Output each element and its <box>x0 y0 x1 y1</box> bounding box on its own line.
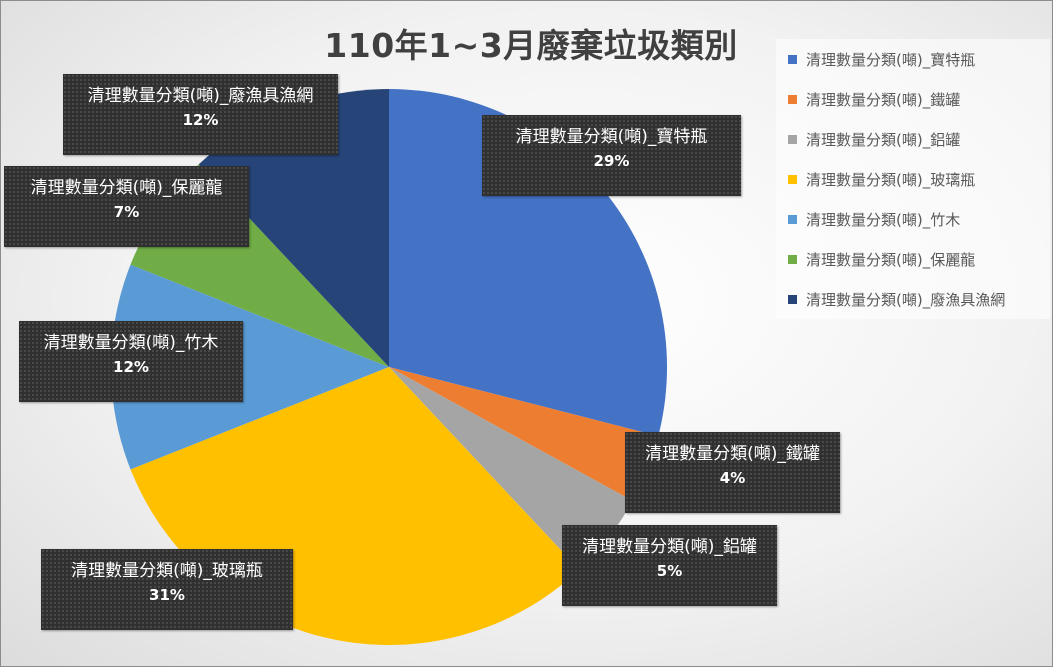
legend-item-1: 清理數量分類(噸)_鐵罐 <box>788 87 960 111</box>
data-label-name-3: 清理數量分類(噸)_玻璃瓶 <box>71 561 263 581</box>
chart-title: 110年1~3月廢棄垃圾類別 <box>324 26 738 65</box>
data-label-value-0: 29% <box>593 152 630 170</box>
data-label-value-3: 31% <box>149 586 185 604</box>
legend-label-1: 清理數量分類(噸)_鐵罐 <box>806 90 961 109</box>
data-label-4: 清理數量分類(噸)_竹木 12% <box>19 321 243 402</box>
data-label-5: 清理數量分類(噸)_保麗龍 7% <box>4 166 249 247</box>
data-label-name-0: 清理數量分類(噸)_寶特瓶 <box>515 127 708 147</box>
pie-slice-2 <box>389 367 633 570</box>
legend-item-4: 清理數量分類(噸)_竹木 <box>788 207 960 231</box>
legend-swatch-3 <box>788 174 797 184</box>
data-label-1: 清理數量分類(噸)_鐵罐 4% <box>625 432 840 513</box>
data-label-value-4: 12% <box>113 358 149 376</box>
legend-item-2: 清理數量分類(噸)_鋁罐 <box>788 127 960 151</box>
legend-swatch-1 <box>788 94 797 104</box>
legend-label-6: 清理數量分類(噸)_廢漁具漁網 <box>806 290 1006 309</box>
data-label-value-1: 4% <box>719 469 746 487</box>
data-label-0: 清理數量分類(噸)_寶特瓶 29% <box>482 115 741 196</box>
data-label-value-2: 5% <box>656 562 683 580</box>
data-label-3: 清理數量分類(噸)_玻璃瓶 31% <box>41 549 293 630</box>
legend-item-6: 清理數量分類(噸)_廢漁具漁網 <box>788 287 1005 311</box>
legend-label-2: 清理數量分類(噸)_鋁罐 <box>806 130 961 149</box>
data-label-value-5: 7% <box>113 203 140 221</box>
data-label-6: 清理數量分類(噸)_廢漁具漁網 12% <box>63 74 338 155</box>
legend-swatch-6 <box>788 294 797 304</box>
legend-swatch-2 <box>788 134 797 144</box>
legend-swatch-4 <box>788 214 797 224</box>
legend-label-3: 清理數量分類(噸)_玻璃瓶 <box>806 170 976 189</box>
legend-label-0: 清理數量分類(噸)_寶特瓶 <box>806 50 976 69</box>
legend-label-5: 清理數量分類(噸)_保麗龍 <box>806 250 976 269</box>
pie-slice-4 <box>110 264 390 470</box>
pie-slice-6 <box>198 89 389 367</box>
chart-legend: 清理數量分類(噸)_寶特瓶 清理數量分類(噸)_鐵罐 清理數量分類(噸)_鋁罐 … <box>776 39 1050 319</box>
legend-item-3: 清理數量分類(噸)_玻璃瓶 <box>788 167 975 191</box>
data-label-name-5: 清理數量分類(噸)_保麗龍 <box>30 178 223 198</box>
legend-label-4: 清理數量分類(噸)_竹木 <box>806 210 961 229</box>
legend-swatch-5 <box>788 254 797 264</box>
data-label-2: 清理數量分類(噸)_鋁罐 5% <box>562 525 777 606</box>
data-label-name-4: 清理數量分類(噸)_竹木 <box>43 333 219 353</box>
data-label-value-6: 12% <box>182 111 219 129</box>
legend-item-0: 清理數量分類(噸)_寶特瓶 <box>788 47 975 71</box>
legend-item-5: 清理數量分類(噸)_保麗龍 <box>788 247 975 271</box>
legend-swatch-0 <box>788 54 797 64</box>
pie-slice-1 <box>389 367 659 501</box>
pie-slice-0 <box>389 88 668 437</box>
data-label-name-1: 清理數量分類(噸)_鐵罐 <box>645 444 820 464</box>
data-label-name-6: 清理數量分類(噸)_廢漁具漁網 <box>87 86 314 106</box>
data-label-name-2: 清理數量分類(噸)_鋁罐 <box>582 537 757 557</box>
